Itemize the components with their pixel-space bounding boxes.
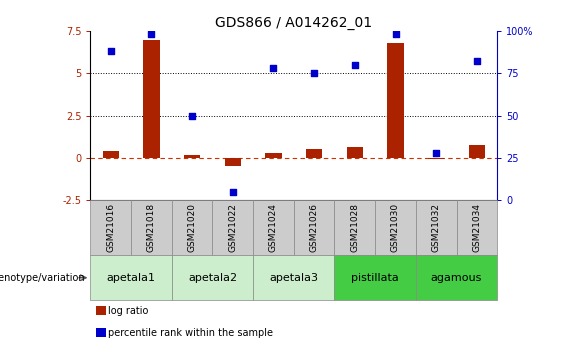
Point: [310, 71, 319, 76]
Point: [391, 32, 400, 37]
Point: [432, 150, 441, 156]
Text: GSM21028: GSM21028: [350, 203, 359, 252]
Bar: [388, 43, 403, 158]
Bar: [131, 200, 172, 255]
Bar: [184, 155, 200, 158]
Text: GSM21032: GSM21032: [432, 203, 441, 252]
Bar: [375, 200, 416, 255]
Bar: [103, 151, 119, 158]
Text: GSM21020: GSM21020: [188, 203, 197, 252]
Bar: [334, 200, 375, 255]
Text: log ratio: log ratio: [108, 306, 149, 315]
Bar: [212, 200, 253, 255]
Text: pistillata: pistillata: [351, 273, 399, 283]
Point: [228, 189, 237, 195]
Text: apetala2: apetala2: [188, 273, 237, 283]
Point: [147, 32, 156, 37]
Bar: [172, 200, 212, 255]
Text: agamous: agamous: [431, 273, 482, 283]
Bar: [347, 147, 363, 158]
Bar: [266, 153, 281, 158]
Text: GSM21022: GSM21022: [228, 203, 237, 252]
Bar: [172, 255, 253, 300]
Text: GSM21026: GSM21026: [310, 203, 319, 252]
Point: [106, 49, 115, 54]
Bar: [90, 200, 131, 255]
Point: [188, 113, 197, 118]
Bar: [457, 200, 497, 255]
Point: [269, 66, 278, 71]
Text: GSM21030: GSM21030: [391, 203, 400, 252]
Bar: [428, 158, 444, 159]
Bar: [294, 200, 334, 255]
Text: GSM21018: GSM21018: [147, 203, 156, 252]
Title: GDS866 / A014262_01: GDS866 / A014262_01: [215, 16, 372, 30]
Text: genotype/variation: genotype/variation: [0, 273, 85, 283]
Bar: [334, 255, 416, 300]
Text: percentile rank within the sample: percentile rank within the sample: [108, 328, 273, 338]
Text: apetala3: apetala3: [270, 273, 318, 283]
Bar: [144, 40, 159, 158]
Bar: [416, 255, 497, 300]
Text: GSM21024: GSM21024: [269, 203, 278, 252]
Bar: [90, 255, 172, 300]
Bar: [469, 145, 485, 158]
Point: [350, 62, 359, 68]
Point: [472, 59, 481, 64]
Text: GSM21034: GSM21034: [472, 203, 481, 252]
Bar: [253, 255, 334, 300]
Text: apetala1: apetala1: [107, 273, 155, 283]
Bar: [225, 158, 241, 166]
Bar: [416, 200, 457, 255]
Bar: [253, 200, 294, 255]
Text: GSM21016: GSM21016: [106, 203, 115, 252]
Bar: [306, 149, 322, 158]
